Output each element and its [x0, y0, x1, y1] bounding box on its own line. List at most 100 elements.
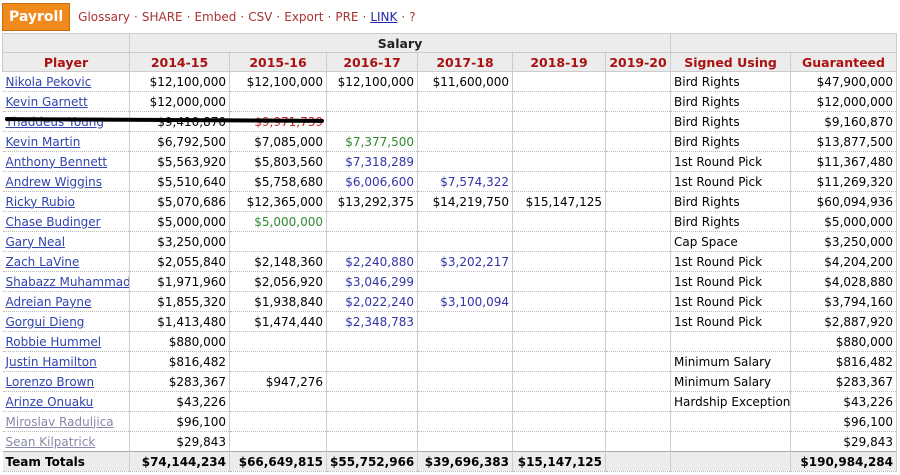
cell: $5,000,000: [129, 211, 230, 232]
cell: $190,984,284: [790, 451, 898, 472]
column-header: Guaranteed: [790, 52, 898, 72]
cell: [417, 151, 513, 172]
player-link[interactable]: Andrew Wiggins: [2, 171, 130, 192]
cell: [229, 391, 327, 412]
cell: $1,971,960: [129, 271, 230, 292]
cell: $3,046,299: [326, 271, 418, 292]
separator: ·: [186, 9, 191, 24]
player-link[interactable]: Ricky Rubio: [2, 191, 130, 212]
toolbar-link[interactable]: SHARE: [141, 9, 183, 24]
player-link[interactable]: Kevin Garnett: [2, 91, 130, 112]
cell: [512, 231, 606, 252]
payroll-button[interactable]: Payroll: [2, 2, 71, 31]
player-link[interactable]: Gary Neal: [2, 231, 130, 252]
cell: $1,474,440: [229, 311, 327, 332]
cell: [605, 411, 672, 432]
cell: [605, 451, 672, 472]
toolbar-link[interactable]: CSV: [248, 9, 273, 24]
cell: [605, 391, 672, 412]
cell: [670, 431, 792, 452]
cell: [512, 171, 606, 192]
cell: $3,250,000: [129, 231, 230, 252]
cell: 1st Round Pick: [670, 271, 792, 292]
cell: [417, 311, 513, 332]
player-link[interactable]: Robbie Hummel: [2, 331, 130, 352]
cell: $15,147,125: [512, 191, 606, 212]
cell: [512, 291, 606, 312]
cell: [326, 331, 418, 352]
player-row: Arinze Onuaku $43,226 Hardship Exception $4…: [2, 391, 898, 412]
toolbar-link[interactable]: LINK: [370, 9, 398, 24]
cell: Hardship Exception: [670, 391, 792, 412]
separator: ·: [327, 9, 332, 24]
cell: [229, 431, 327, 452]
toolbar-link[interactable]: Export: [284, 9, 324, 24]
cell: $5,000,000: [229, 211, 327, 232]
cell: $11,269,320: [790, 171, 898, 192]
cell: [605, 251, 672, 272]
player-link[interactable]: Nikola Pekovic: [2, 71, 130, 92]
player-link[interactable]: Zach LaVine: [2, 251, 130, 272]
player-link[interactable]: Shabazz Muhammad: [2, 271, 130, 292]
cell: $880,000: [790, 331, 898, 352]
toolbar-link[interactable]: ?: [409, 9, 416, 24]
cell: $816,482: [129, 351, 230, 372]
player-link[interactable]: Gorgui Dieng: [2, 311, 130, 332]
toolbar: Payroll Glossary · SHARE · Embed · CSV · Export ·…: [0, 0, 900, 33]
separator: ·: [401, 9, 406, 24]
player-link[interactable]: Justin Hamilton: [2, 351, 130, 372]
cell: $1,938,840: [229, 291, 327, 312]
cell: Bird Rights: [670, 91, 792, 112]
cell: [605, 291, 672, 312]
toolbar-link[interactable]: Embed: [194, 9, 237, 24]
player-link[interactable]: Anthony Bennett: [2, 151, 130, 172]
cell: $5,070,686: [129, 191, 230, 212]
toolbar-link[interactable]: PRE: [335, 9, 359, 24]
header-row: Salary: [2, 33, 898, 53]
toolbar-link[interactable]: Glossary: [78, 9, 131, 24]
header-cell: [2, 33, 130, 53]
cell: [605, 211, 672, 232]
cell: $43,226: [129, 391, 230, 412]
cell: Bird Rights: [670, 111, 792, 132]
cell: $1,855,320: [129, 291, 230, 312]
player-link[interactable]: Sean Kilpatrick: [2, 431, 130, 452]
player-link[interactable]: Adreian Payne: [2, 291, 130, 312]
cell: [512, 391, 606, 412]
cell: [512, 251, 606, 272]
player-link[interactable]: Miroslav Raduljica: [2, 411, 130, 432]
column-header: 2019-20: [604, 52, 672, 72]
cell: $5,000,000: [790, 211, 898, 232]
player-row: Kevin Martin $6,792,500 $7,085,000 $7,377,5…: [2, 131, 898, 152]
player-row: Andrew Wiggins $5,510,640 $5,758,680 $6,006…: [2, 171, 898, 192]
cell: [512, 111, 606, 132]
player-row: Robbie Hummel $880,000 $880,000: [2, 331, 898, 352]
cell: $12,100,000: [129, 71, 230, 92]
cell: [605, 311, 672, 332]
cell: [229, 231, 327, 252]
player-link[interactable]: Chase Budinger: [2, 211, 130, 232]
player-link[interactable]: Lorenzo Brown: [2, 371, 130, 392]
cell: $47,900,000: [790, 71, 898, 92]
cell: [605, 351, 672, 372]
cell: [512, 131, 606, 152]
header-row: Player 2014-15 2015-16 2016-17 2017-18 2018-1…: [2, 52, 898, 72]
player-row: Anthony Bennett $5,563,920 $5,803,560 $7,31…: [2, 151, 898, 172]
cell: $2,055,840: [129, 251, 230, 272]
player-link[interactable]: Arinze Onuaku: [2, 391, 130, 412]
cell: [512, 271, 606, 292]
cell: [417, 211, 513, 232]
cell: Cap Space: [670, 231, 792, 252]
cell: Bird Rights: [670, 191, 792, 212]
cell: [605, 171, 672, 192]
player-row: Justin Hamilton $816,482 Minimum Salary $81…: [2, 351, 898, 372]
column-header: 2016-17: [326, 52, 418, 72]
cell: $14,219,750: [417, 191, 513, 212]
cell: [326, 391, 418, 412]
player-link[interactable]: Kevin Martin: [2, 131, 130, 152]
cell: [417, 231, 513, 252]
cell: $2,022,240: [326, 291, 418, 312]
cell: $39,696,383: [417, 451, 513, 472]
cell: [417, 331, 513, 352]
cell: $3,250,000: [790, 231, 898, 252]
